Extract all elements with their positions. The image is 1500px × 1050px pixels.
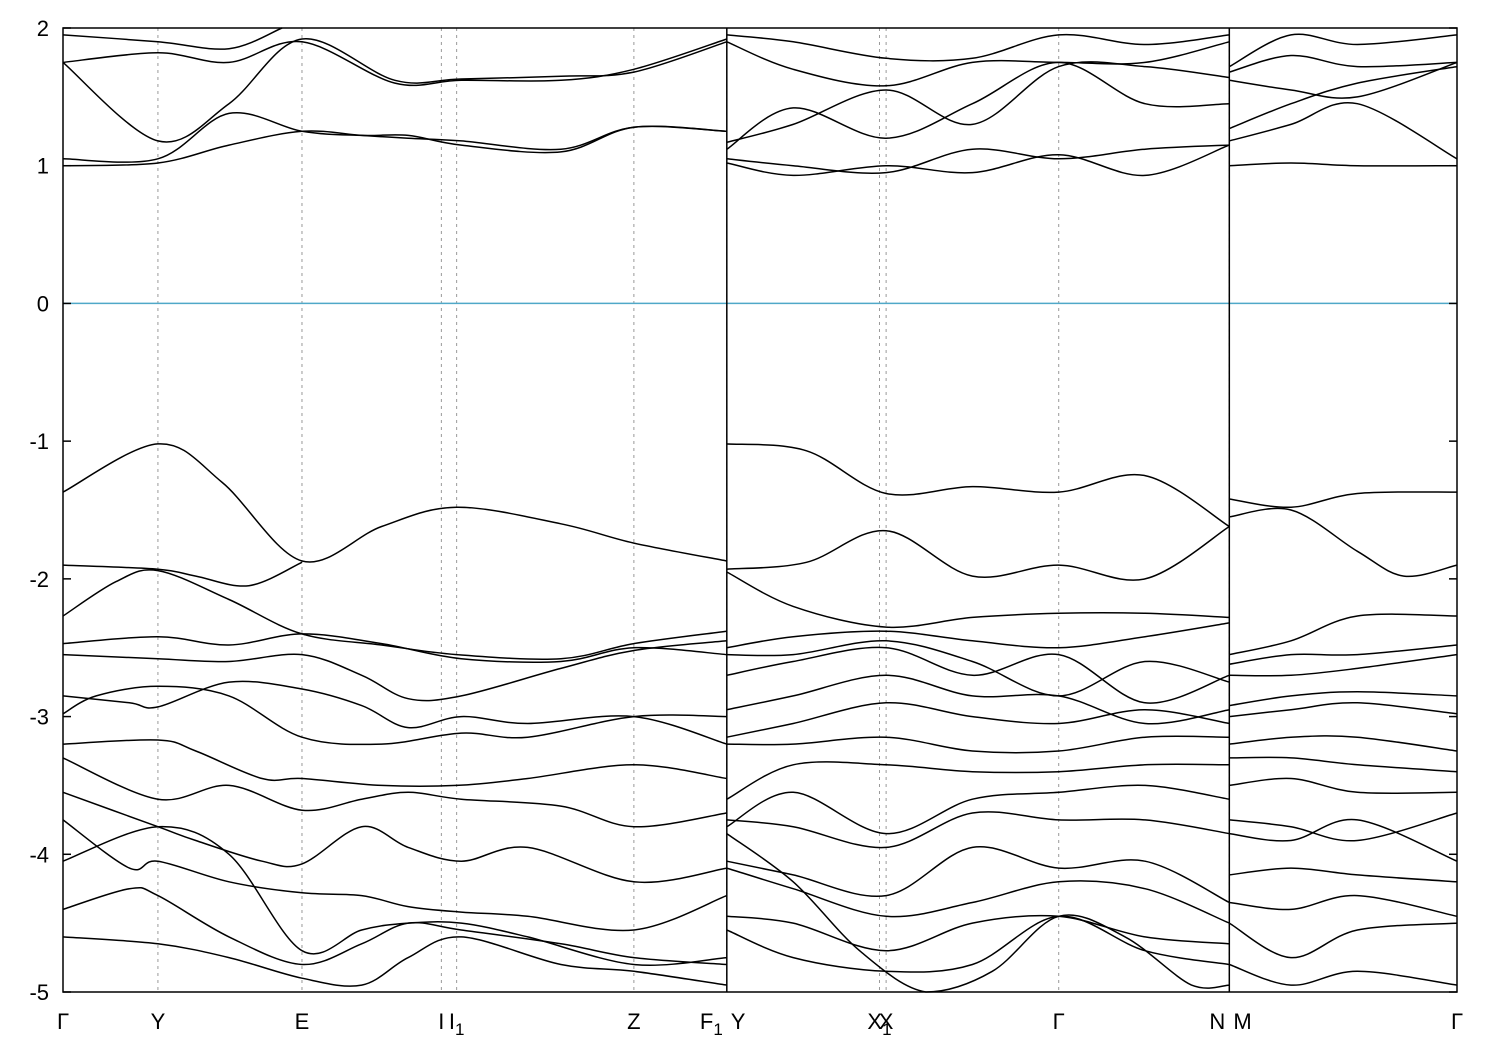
segment-break-lines bbox=[726, 28, 1231, 992]
band-line bbox=[62, 640, 727, 702]
plot-frame bbox=[62, 27, 1458, 993]
y-tick-label: 0 bbox=[37, 291, 49, 316]
band-line bbox=[726, 61, 1230, 144]
band-line bbox=[1229, 54, 1458, 73]
band-line bbox=[62, 569, 727, 660]
band-line bbox=[62, 757, 727, 828]
band-line bbox=[62, 936, 727, 987]
x-tick-label: F1 bbox=[700, 1009, 723, 1039]
y-axis-ticks: 2 1 0 -1 -2 -3 -4 -5 bbox=[29, 16, 1457, 1005]
x-tick-label: M bbox=[1233, 1009, 1251, 1034]
band-line bbox=[1229, 507, 1458, 578]
band-line bbox=[726, 646, 1230, 704]
band-line bbox=[1229, 653, 1458, 677]
band-line bbox=[1229, 894, 1458, 918]
x-axis-ticks: Γ Y E I I1 Z F1 Y X1X Γ N M Γ bbox=[57, 1009, 1463, 1039]
band-line bbox=[726, 915, 1230, 973]
band-line bbox=[1229, 644, 1458, 665]
band-line bbox=[62, 38, 728, 143]
band-line bbox=[726, 846, 1230, 904]
band-line bbox=[62, 825, 727, 966]
band-line bbox=[1229, 818, 1458, 862]
band-line bbox=[62, 125, 727, 167]
band-line bbox=[726, 443, 1230, 528]
y-tick-label: -1 bbox=[29, 429, 49, 454]
x-tick-label: Γ bbox=[1451, 1009, 1463, 1034]
y-tick-label: 1 bbox=[37, 154, 49, 179]
band-line bbox=[726, 761, 1230, 800]
band-line bbox=[1229, 101, 1458, 160]
band-line bbox=[726, 702, 1230, 738]
band-line bbox=[1229, 61, 1458, 99]
band-line bbox=[62, 886, 727, 966]
band-line bbox=[726, 622, 1230, 649]
band-line bbox=[62, 633, 727, 664]
band-line bbox=[62, 27, 283, 50]
band-line bbox=[1229, 65, 1458, 130]
x-tick-label: X bbox=[879, 1009, 894, 1034]
x-tick-label: I1 bbox=[449, 1009, 465, 1039]
band-line bbox=[726, 735, 1230, 754]
band-line bbox=[726, 33, 1230, 62]
band-line bbox=[1228, 33, 1458, 68]
band-line bbox=[62, 819, 728, 932]
band-line bbox=[62, 38, 728, 87]
band-line bbox=[726, 640, 1230, 697]
band-lines bbox=[62, 27, 1458, 993]
band-line bbox=[1229, 162, 1458, 167]
x-tick-label: Y bbox=[151, 1009, 166, 1034]
band-line bbox=[726, 525, 1230, 581]
band-line bbox=[1229, 812, 1458, 842]
band-line bbox=[726, 784, 1230, 835]
band-line bbox=[62, 680, 728, 745]
band-line bbox=[62, 791, 727, 884]
band-line bbox=[726, 144, 1230, 174]
y-tick-label: -4 bbox=[29, 842, 49, 867]
band-line bbox=[726, 867, 1230, 924]
y-tick-label: -5 bbox=[29, 980, 49, 1005]
k-point-gridlines bbox=[157, 28, 1230, 992]
band-line bbox=[726, 41, 1230, 87]
x-tick-label: Y bbox=[731, 1009, 746, 1034]
x-tick-label: N bbox=[1209, 1009, 1225, 1034]
band-line bbox=[726, 61, 1230, 150]
x-tick-label: E bbox=[295, 1009, 310, 1034]
band-line bbox=[1229, 777, 1458, 795]
band-line bbox=[62, 443, 727, 563]
x-tick-label: I bbox=[438, 1009, 444, 1034]
band-line bbox=[1229, 756, 1458, 773]
band-line bbox=[726, 144, 1230, 177]
band-line bbox=[726, 571, 1230, 629]
band-line bbox=[1229, 735, 1458, 752]
band-line bbox=[62, 685, 727, 746]
band-line bbox=[726, 832, 1230, 993]
band-line bbox=[1229, 702, 1458, 718]
band-line bbox=[726, 811, 1230, 849]
band-line bbox=[62, 739, 727, 788]
band-line bbox=[726, 914, 1230, 952]
band-line bbox=[1229, 613, 1458, 656]
y-tick-label: -3 bbox=[29, 705, 49, 730]
band-line bbox=[1229, 691, 1458, 707]
y-tick-label: 2 bbox=[37, 16, 49, 41]
band-line bbox=[1229, 867, 1458, 883]
band-line bbox=[1228, 922, 1458, 959]
y-tick-label: -2 bbox=[29, 567, 49, 592]
x-tick-label: Γ bbox=[57, 1009, 69, 1034]
x-tick-label: Z bbox=[627, 1009, 640, 1034]
band-line bbox=[62, 561, 303, 587]
x-tick-label: Γ bbox=[1053, 1009, 1065, 1034]
band-line bbox=[726, 674, 1230, 725]
band-line bbox=[62, 111, 727, 163]
band-line bbox=[1229, 963, 1458, 986]
band-line bbox=[1229, 491, 1458, 508]
